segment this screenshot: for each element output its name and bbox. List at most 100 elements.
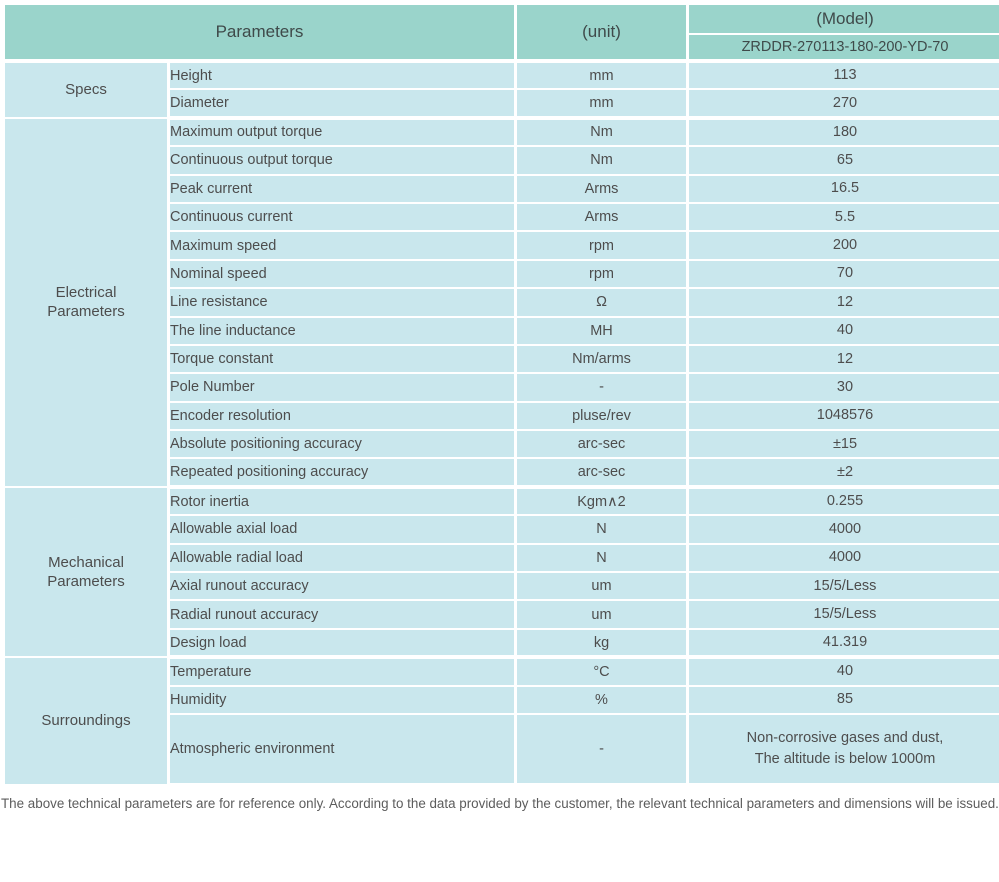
table-row: Diameter mm 270 [4,88,999,120]
model-value: 180 [686,116,999,148]
unit-value: Kgm∧2 [514,485,689,517]
table-row: Humidity% 85 [4,684,999,715]
unit-value: kg [514,627,689,660]
model-value: ±2 [686,457,999,489]
header-parameters: Parameters [2,3,517,63]
unit-value: arc-sec [514,429,689,460]
table-row: Radial runout accuracy um 15/5/Less [4,599,999,630]
table-row: Peak current Arms 16.5 [4,173,999,204]
parameter-name: Encoder resolution [167,400,517,432]
table-row: Electrical Parameters Maximum output torq… [2,116,999,488]
parameter-name: Rotor inertia [167,485,517,517]
unit-value: pluse/rev [514,400,689,432]
unit-value: um [514,599,689,630]
parameter-name: Humidity [167,684,517,715]
table-row: Absolute positioning accuracy arc-sec ±15 [4,429,999,460]
parameter-name: Maximum output torque [167,116,517,148]
unit-value: MH [514,315,689,346]
table-row: Pole Number -30 [4,372,999,403]
unit-value: rpm [514,258,689,290]
parameter-name: Temperature [167,656,517,687]
parameter-name: Torque constant [167,343,517,375]
model-value: 113 [686,59,999,91]
unit-value: Arms [514,173,689,204]
table-row: Continuous output torque Nm 65 [4,145,999,176]
model-value: 30 [686,372,999,403]
parameter-name: Continuous output torque [167,145,517,176]
unit-value: arc-sec [514,457,689,489]
parameter-name: Continuous current [167,201,517,233]
unit-value: % [514,684,689,715]
table-header: Parameters (unit) (Model) ZRDDR-270113-1… [2,3,999,63]
model-value: 70 [686,258,999,290]
model-value: 16.5 [686,173,999,204]
model-value: 4000 [686,514,999,545]
model-value: 65 [686,145,999,176]
unit-value: Nm/arms [514,343,689,375]
model-value: 15/5/Less [686,599,999,630]
table-row: Continuous current Arms 5.5 [4,201,999,233]
unit-value: - [514,372,689,403]
group-label: Electrical Parameters [2,116,170,488]
header-row-1: Parameters (unit) (Model) [2,3,999,63]
table-row: Axial runout accuracy um 15/5/Less [4,571,999,602]
header-model: (Model) [686,3,999,35]
table-row: Nominal speed rpm 70 [4,258,999,290]
unit-value: mm [514,59,689,91]
model-value: 85 [686,684,999,715]
model-value: 200 [686,230,999,261]
unit-value: Arms [514,201,689,233]
table-row: Repeated positioning accuracy arc-sec ±2 [4,457,999,489]
parameter-name: Nominal speed [167,258,517,290]
table-row: Design load kg 41.319 [4,627,999,660]
model-value: 5.5 [686,201,999,233]
model-value: 270 [686,88,999,120]
model-value: Non-corrosive gases and dust, The altitu… [686,712,999,787]
table-row: Surroundings Temperature °C 40 [2,656,999,786]
table-row: Line resistance Ω 12 [4,287,999,318]
model-value: 40 [686,656,999,687]
parameter-name: Allowable axial load [167,514,517,545]
model-value: 0.255 [686,485,999,517]
model-value: 1048576 [686,400,999,432]
table-row: The line inductance MH 40 [4,315,999,346]
table-row: Encoder resolution pluse/rev 1048576 [4,400,999,432]
parameter-name: Line resistance [167,287,517,318]
model-value: 12 [686,287,999,318]
parameter-name: Height [167,59,517,91]
table-body: Specs Height mm 113 Diameter mm 270 Electrical … [2,59,999,787]
unit-value: mm [514,88,689,120]
parameter-name: Atmospheric environment [167,712,517,787]
parameter-name: Peak current [167,173,517,204]
table-row: Allowable axial load N 4000 [4,514,999,545]
unit-value: um [514,571,689,602]
table-row: Torque constant Nm/arms 12 [4,343,999,375]
header-row-2: ZRDDR-270113-180-200-YD-70 [4,33,999,63]
unit-value: N [514,514,689,545]
header-unit: (unit) [514,3,689,63]
header-model-value: ZRDDR-270113-180-200-YD-70 [686,33,999,63]
parameter-name: Absolute positioning accuracy [167,429,517,460]
parameter-name: Radial runout accuracy [167,599,517,630]
parameter-name: Allowable radial load [167,542,517,574]
unit-value: rpm [514,230,689,261]
unit-value: Ω [514,287,689,318]
parameter-name: Repeated positioning accuracy [167,457,517,489]
table-row: Atmospheric environment - Non-corrosive ga… [4,712,999,787]
group-label: Surroundings [2,656,170,786]
footer-note: The above technical parameters are for r… [1,795,999,811]
table-row: Maximum speed rpm 200 [4,230,999,261]
model-value: 12 [686,343,999,375]
spec-table: Parameters (unit) (Model) ZRDDR-270113-1… [2,3,999,787]
table-row: Allowable radial load N 4000 [4,542,999,574]
parameter-name: Design load [167,627,517,660]
parameter-name: Axial runout accuracy [167,571,517,602]
parameter-name: The line inductance [167,315,517,346]
unit-value: °C [514,656,689,687]
unit-value: Nm [514,145,689,176]
table-row: Mechanical Parameters Rotor inertia Kgm∧2 0… [2,485,999,659]
model-value: 40 [686,315,999,346]
parameter-name: Pole Number [167,372,517,403]
unit-value: Nm [514,116,689,148]
